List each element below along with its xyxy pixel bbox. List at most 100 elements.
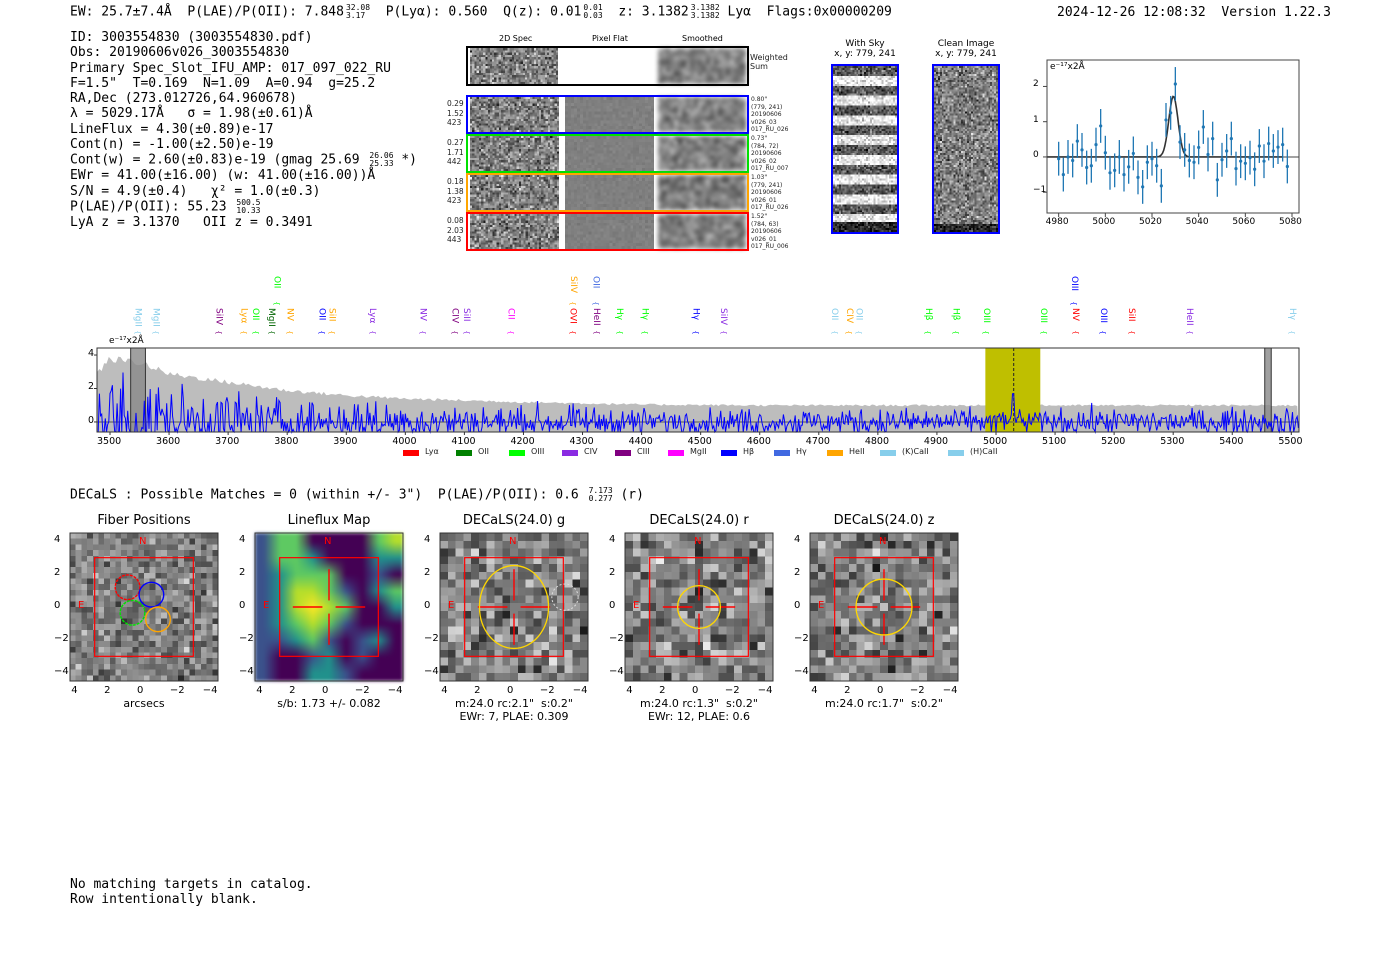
cutout-x-tick: −4 bbox=[572, 685, 588, 696]
data-point bbox=[1155, 164, 1159, 168]
data-point bbox=[1215, 178, 1219, 182]
data-point bbox=[1136, 175, 1140, 179]
cutout-y-tick: −2 bbox=[424, 632, 439, 644]
fit-x-tick-label: 5080 bbox=[1279, 217, 1302, 227]
emission-line-label: OII bbox=[250, 308, 261, 321]
cutout-y-tick: −2 bbox=[54, 632, 69, 644]
data-point bbox=[1225, 149, 1229, 153]
compass-north: N bbox=[879, 536, 887, 547]
data-point bbox=[1103, 151, 1107, 155]
cutout-y-tick: 4 bbox=[794, 534, 801, 546]
emission-line-bracket: { bbox=[214, 330, 223, 335]
clean-image bbox=[934, 66, 998, 232]
plae-detail-hi: 500.5 bbox=[236, 197, 261, 207]
emission-line-bracket: { bbox=[450, 330, 459, 335]
ew-value: EW: 25.7±7.4Å bbox=[70, 4, 172, 20]
data-point bbox=[1285, 164, 1289, 169]
cont-w: Cont(w) = 2.60(±0.83)e-19 (gmag 25.69 26… bbox=[70, 152, 417, 168]
cutout-y-tick: −2 bbox=[794, 632, 809, 644]
legend-label: OII bbox=[478, 447, 490, 456]
legend-swatch bbox=[721, 450, 737, 456]
cutout-x-tick: 4 bbox=[811, 685, 818, 696]
plae-lo: 3.17 bbox=[345, 11, 366, 20]
cutout-y-tick: 4 bbox=[609, 534, 616, 546]
emission-line-label: OII bbox=[829, 308, 840, 321]
emission-line-label: OIII bbox=[980, 308, 991, 324]
emission-line-bracket: { bbox=[568, 330, 577, 335]
fit-x-tick-label: 5020 bbox=[1139, 217, 1162, 227]
spectrum-y-tick-label: 2 bbox=[88, 381, 95, 393]
gmag-range: 26.06 25.33 bbox=[369, 152, 393, 168]
aperture-box bbox=[834, 557, 934, 657]
legend-swatch bbox=[948, 450, 964, 456]
fit-y-tick-label: 1 bbox=[1033, 114, 1039, 125]
cutout-x-tick: −4 bbox=[202, 685, 218, 696]
fiber-left-stats: 0.08 2.03 443 bbox=[447, 216, 464, 244]
emission-line-label: SiIV bbox=[567, 276, 578, 294]
cutout-y-tick: −4 bbox=[609, 665, 624, 677]
cutout-x-tick: 2 bbox=[659, 685, 666, 696]
data-point bbox=[1108, 171, 1112, 175]
spectrum-x-tick-label: 3500 bbox=[96, 436, 122, 447]
emission-line-label: OIII bbox=[1038, 308, 1049, 324]
cont-n: Cont(n) = -1.00(±2.50)e-19 bbox=[70, 137, 274, 153]
emission-line-bracket: { bbox=[1099, 330, 1108, 335]
emission-line-bracket: { bbox=[151, 330, 160, 335]
cutout-x-tick: −4 bbox=[942, 685, 958, 696]
emission-line-bracket: { bbox=[569, 301, 578, 306]
cutout-y-tick: 0 bbox=[794, 600, 801, 611]
spectrum-x-tick-label: 5200 bbox=[1101, 436, 1126, 447]
cutout-x-tick: −2 bbox=[539, 685, 555, 696]
fiber-smoothed-image bbox=[658, 136, 746, 171]
compass-east: E bbox=[633, 600, 640, 611]
data-point bbox=[1211, 137, 1215, 141]
emission-line-bracket: { bbox=[1039, 330, 1048, 335]
data-point bbox=[1141, 185, 1145, 189]
compass-east: E bbox=[78, 600, 85, 611]
spectrum-x-tick-label: 4600 bbox=[746, 436, 771, 447]
timestamp-version: 2024-12-26 12:08:32 Version 1.22.3 bbox=[1057, 5, 1331, 20]
spectrum-x-tick-label: 4300 bbox=[569, 436, 594, 447]
legend-swatch bbox=[774, 450, 790, 456]
cutout-y-tick: 4 bbox=[424, 534, 431, 546]
data-point bbox=[1117, 155, 1121, 159]
fit-x-tick-label: 5040 bbox=[1185, 217, 1209, 227]
spectrum-x-tick-label: 4100 bbox=[451, 436, 476, 447]
decals-summary-text: DECaLS : Possible Matches = 0 (within +/… bbox=[70, 487, 579, 503]
data-point bbox=[1145, 160, 1149, 164]
emission-line-bracket: { bbox=[1127, 330, 1136, 335]
cutout-title: DECaLS(24.0) g bbox=[462, 513, 566, 528]
cutout-overlay bbox=[809, 532, 959, 682]
timestamp: 2024-12-26 12:08:32 bbox=[1057, 5, 1206, 20]
flags: Flags:0x00000209 bbox=[766, 4, 892, 20]
cutout-y-tick: 0 bbox=[424, 600, 431, 611]
spectrum-x-tick-label: 5500 bbox=[1278, 436, 1303, 447]
aperture-circle bbox=[855, 578, 913, 636]
clean-image-frame bbox=[932, 64, 1000, 234]
plae-value: P(LAE)/P(OII): 7.848 bbox=[187, 4, 344, 20]
cutout-x-tick: 4 bbox=[626, 685, 633, 696]
spectrum-x-tick-label: 5100 bbox=[1042, 436, 1067, 447]
cutout-y-tick: −2 bbox=[609, 632, 624, 644]
col-header-smoothed: Smoothed bbox=[682, 34, 723, 43]
emission-line-label: HeII bbox=[591, 308, 602, 326]
line-id: Lyα bbox=[727, 4, 751, 20]
emission-line-bracket: { bbox=[317, 330, 326, 335]
fit-x-tick-label: 5060 bbox=[1232, 217, 1256, 227]
catalog-note: No matching targets in catalog. Row inten… bbox=[70, 877, 313, 907]
sn-chi2: S/N = 4.9(±0.4) χ² = 1.0(±0.3) bbox=[70, 183, 321, 199]
cutout-x-tick: 0 bbox=[692, 685, 699, 696]
legend-label: Hγ bbox=[796, 447, 807, 456]
weighted-sum-smoothed bbox=[658, 48, 746, 84]
emission-line-label: NV bbox=[1070, 308, 1081, 321]
fiber-right-info: 0.80" (779, 241) 20190606 v026_03 017_RU… bbox=[751, 96, 789, 133]
legend-label: HeII bbox=[849, 447, 865, 456]
fiber-pixelflat-image bbox=[565, 97, 654, 132]
emission-line-label: CII bbox=[505, 308, 516, 320]
emission-line-bracket: { bbox=[418, 330, 427, 335]
cutout-overlay bbox=[254, 532, 404, 682]
emission-line-bracket: { bbox=[640, 330, 649, 335]
fiber-circle bbox=[144, 606, 172, 633]
data-point bbox=[1164, 118, 1168, 122]
data-point bbox=[1061, 172, 1065, 177]
